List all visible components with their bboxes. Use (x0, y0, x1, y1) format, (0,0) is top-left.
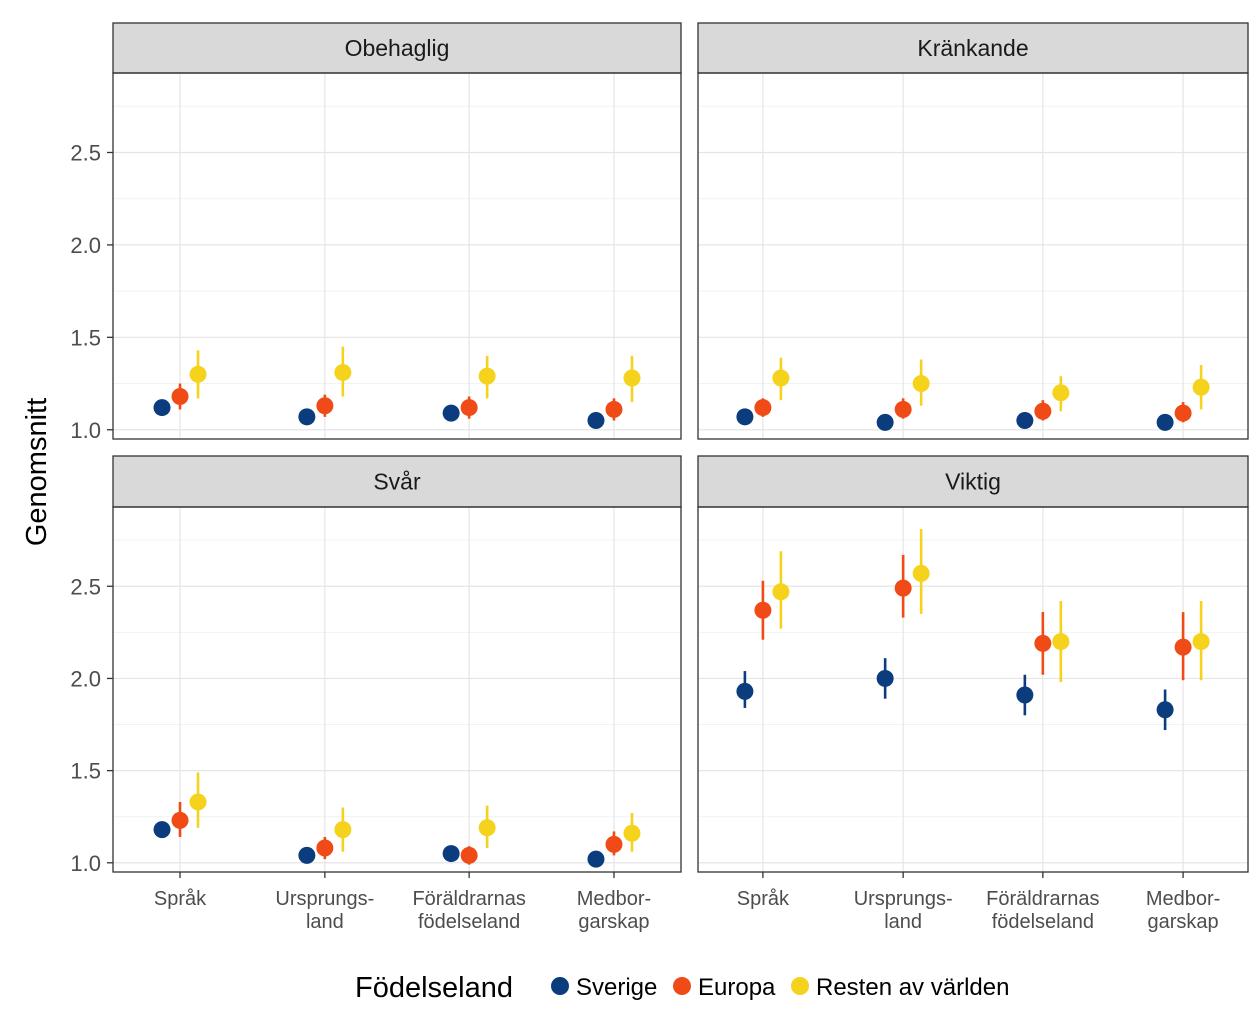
data-point (912, 564, 930, 582)
data-point (772, 369, 790, 387)
legend-title: Födelseland (355, 972, 513, 1004)
data-point (1174, 404, 1192, 422)
y-tick-label: 2.5 (70, 574, 101, 599)
x-tick-label: Föräldrarnas födelseland (986, 888, 1099, 933)
facet-title: Svår (373, 469, 421, 495)
data-point (316, 839, 334, 857)
panel-background (698, 73, 1248, 439)
data-point (876, 413, 894, 431)
panel-border (697, 72, 1249, 440)
x-tick-label: Medbor-garskap (1146, 888, 1220, 933)
panel-background (113, 507, 681, 872)
data-point (1052, 633, 1070, 651)
data-point (171, 387, 189, 405)
x-tick-label: Medbor-garskap (577, 888, 651, 933)
data-point (1174, 638, 1192, 656)
data-point (442, 845, 460, 863)
data-point (316, 397, 334, 415)
data-point (153, 821, 171, 839)
legend: Födelseland Sverige Europa Resten av världe… (355, 972, 1009, 1004)
panel-background (698, 507, 1248, 872)
data-point (1156, 701, 1174, 719)
panel-kränkande: Kränkande (697, 22, 1249, 440)
data-point (334, 363, 352, 381)
legend-label: Resten av världen (816, 974, 1009, 1001)
x-tick-label: Ursprungs-land (275, 888, 374, 933)
y-tick-label: 1.5 (70, 759, 101, 784)
data-point (1034, 634, 1052, 652)
x-tick-label: Föräldrarnas födelseland (412, 888, 525, 933)
data-point (894, 400, 912, 418)
y-tick-label: 2.0 (70, 233, 101, 258)
data-point (1016, 686, 1034, 704)
facet-title: Viktig (945, 469, 1001, 495)
legend-label: Europa (698, 974, 776, 1001)
panel-viktig: Viktig Språk Ursprungs-land Föräldrarnas föd… (697, 455, 1249, 933)
facet-strip (697, 22, 1249, 74)
data-point (298, 408, 316, 426)
legend-key (551, 977, 569, 995)
panel-border (697, 506, 1249, 873)
data-point (171, 811, 189, 829)
x-tick-label: Ursprungs-land (854, 888, 953, 933)
panel-obehaglig: Obehaglig 1.0 1.5 2.0 2.5 (70, 22, 682, 443)
data-point (587, 850, 605, 868)
panel-svår: Svår 1.0 1.5 2.0 2.5 Språk Ursprungs-land Föräl… (70, 455, 682, 933)
data-point (894, 579, 912, 597)
data-point (912, 375, 930, 393)
facet-title: Kränkande (917, 35, 1028, 61)
data-point (478, 819, 496, 837)
panel-border (112, 72, 682, 440)
data-point (736, 408, 754, 426)
legend-key (791, 977, 809, 995)
data-point (736, 682, 754, 700)
data-point (623, 824, 641, 842)
data-point (1156, 413, 1174, 431)
legend-label: Sverige (576, 974, 657, 1001)
panel-border (112, 506, 682, 873)
data-point (189, 793, 207, 811)
data-point (153, 399, 171, 417)
data-point (605, 835, 623, 853)
data-point (460, 399, 478, 417)
data-point (623, 369, 641, 387)
data-point (334, 821, 352, 839)
y-tick-label: 2.0 (70, 666, 101, 691)
data-point (460, 846, 478, 864)
data-point (754, 399, 772, 417)
data-point (772, 583, 790, 601)
data-point (442, 404, 460, 422)
legend-entry: Europa (673, 974, 776, 1001)
data-point (876, 669, 894, 687)
facet-strip (112, 22, 682, 74)
data-point (478, 367, 496, 385)
x-tick-label: Språk (154, 888, 207, 910)
facet-title: Obehaglig (345, 35, 450, 61)
y-tick-label: 1.0 (70, 418, 101, 443)
y-axis-title: Genomsnitt (21, 398, 53, 546)
data-point (1016, 412, 1034, 430)
panel-background (113, 73, 681, 439)
data-point (1192, 378, 1210, 396)
data-point (587, 412, 605, 430)
x-tick-label: Språk (737, 888, 790, 910)
data-point (605, 400, 623, 418)
legend-entry: Sverige (551, 974, 657, 1001)
data-point (1052, 384, 1070, 402)
y-tick-label: 2.5 (70, 140, 101, 165)
data-point (754, 601, 772, 619)
data-point (1192, 633, 1210, 651)
y-tick-label: 1.5 (70, 325, 101, 350)
data-point (189, 365, 207, 383)
legend-entry: Resten av världen (791, 974, 1009, 1001)
legend-key (673, 977, 691, 995)
y-tick-label: 1.0 (70, 851, 101, 876)
data-point (1034, 402, 1052, 420)
data-point (298, 846, 316, 864)
facet-strip (112, 455, 682, 508)
